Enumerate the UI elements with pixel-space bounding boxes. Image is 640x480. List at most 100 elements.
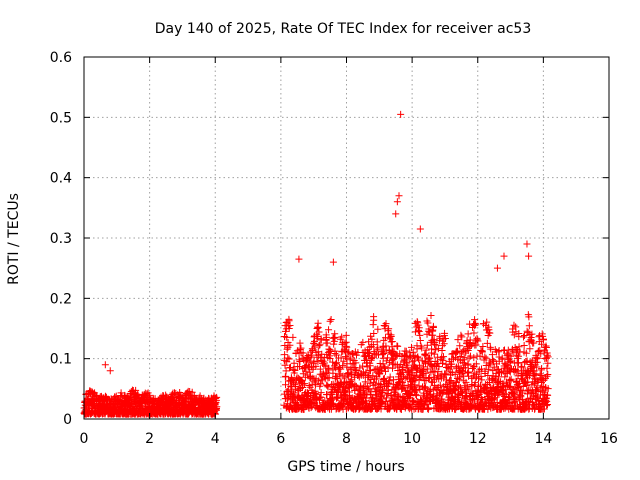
- data-point: [369, 321, 377, 329]
- data-point: [311, 340, 319, 348]
- data-point: [374, 365, 382, 373]
- data-point: [543, 372, 551, 380]
- data-point: [412, 373, 420, 381]
- data-point: [441, 334, 449, 342]
- data-point: [289, 333, 297, 341]
- data-point: [440, 340, 448, 348]
- data-point: [409, 366, 417, 374]
- data-point: [285, 355, 293, 363]
- data-point: [317, 380, 325, 388]
- data-point: [472, 321, 480, 329]
- data-point: [326, 317, 334, 325]
- data-point: [316, 341, 324, 349]
- data-point: [501, 373, 509, 381]
- data-point: [374, 325, 382, 333]
- data-point: [458, 333, 466, 341]
- data-point: [384, 364, 392, 372]
- data-point: [106, 367, 114, 375]
- data-point: [285, 324, 293, 332]
- data-point: [544, 370, 552, 378]
- data-point: [422, 384, 430, 392]
- data-point: [478, 347, 486, 355]
- data-point: [451, 370, 459, 378]
- data-point: [477, 372, 485, 380]
- data-point: [434, 345, 442, 353]
- data-point: [325, 374, 333, 382]
- data-point: [532, 353, 540, 361]
- data-point: [510, 321, 518, 329]
- data-point: [315, 328, 323, 336]
- data-point: [544, 353, 552, 361]
- data-point: [333, 359, 341, 367]
- data-point: [543, 402, 551, 410]
- data-point: [510, 385, 518, 393]
- data-point: [345, 348, 353, 356]
- data-point: [386, 334, 394, 342]
- data-point: [312, 362, 320, 370]
- data-point: [190, 391, 198, 399]
- data-point: [385, 377, 393, 385]
- data-point: [317, 389, 325, 397]
- data-point: [524, 399, 532, 407]
- data-point: [489, 356, 497, 364]
- data-point: [543, 364, 551, 372]
- data-point: [369, 341, 377, 349]
- data-point: [382, 320, 390, 328]
- data-point: [484, 405, 492, 413]
- data-point: [393, 198, 401, 206]
- data-point: [470, 354, 478, 362]
- axis-ticks: 0 2 4 6 8 10 12 14 16 0 0.1 0.2 0.3 0.4 0.5 0.6: [50, 50, 618, 447]
- data-point: [314, 324, 322, 332]
- data-point: [421, 383, 429, 391]
- data-point: [366, 367, 374, 375]
- data-point: [472, 341, 480, 349]
- data-point: [373, 338, 381, 346]
- data-point: [513, 351, 521, 359]
- data-point: [366, 343, 374, 351]
- data-point: [311, 390, 319, 398]
- data-point: [341, 339, 349, 347]
- data-point: [455, 382, 463, 390]
- data-point: [290, 389, 298, 397]
- data-point: [425, 325, 433, 333]
- data-point: [301, 380, 309, 388]
- data-point: [495, 391, 503, 399]
- data-point: [117, 389, 125, 397]
- data-point: [525, 252, 533, 260]
- x-axis-title: GPS time / hours: [287, 459, 404, 475]
- data-point: [407, 392, 415, 400]
- data-point: [500, 252, 508, 260]
- data-point: [539, 335, 547, 343]
- data-point: [544, 391, 552, 399]
- data-point: [416, 331, 424, 339]
- data-point: [405, 354, 413, 362]
- data-point: [507, 375, 515, 383]
- data-point: [407, 343, 415, 351]
- data-point: [283, 333, 291, 341]
- data-point: [482, 354, 490, 362]
- data-point: [474, 337, 482, 345]
- data-point: [544, 359, 552, 367]
- y-tick-label: 0.5: [50, 110, 72, 126]
- y-tick-label: 0.6: [50, 50, 72, 66]
- data-point: [417, 342, 425, 350]
- data-point: [472, 360, 480, 368]
- data-point: [406, 370, 414, 378]
- data-point: [476, 352, 484, 360]
- data-point: [515, 343, 523, 351]
- data-point: [424, 365, 432, 373]
- data-point: [326, 346, 334, 354]
- data-point: [439, 356, 447, 364]
- data-point: [383, 391, 391, 399]
- data-point: [377, 405, 385, 413]
- data-point: [520, 332, 528, 340]
- data-point: [323, 339, 331, 347]
- data-point: [479, 343, 487, 351]
- x-tick-label: 6: [276, 431, 285, 447]
- data-point: [308, 351, 316, 359]
- data-point: [533, 363, 541, 371]
- data-point: [530, 339, 538, 347]
- data-point: [430, 350, 438, 358]
- data-point: [434, 368, 442, 376]
